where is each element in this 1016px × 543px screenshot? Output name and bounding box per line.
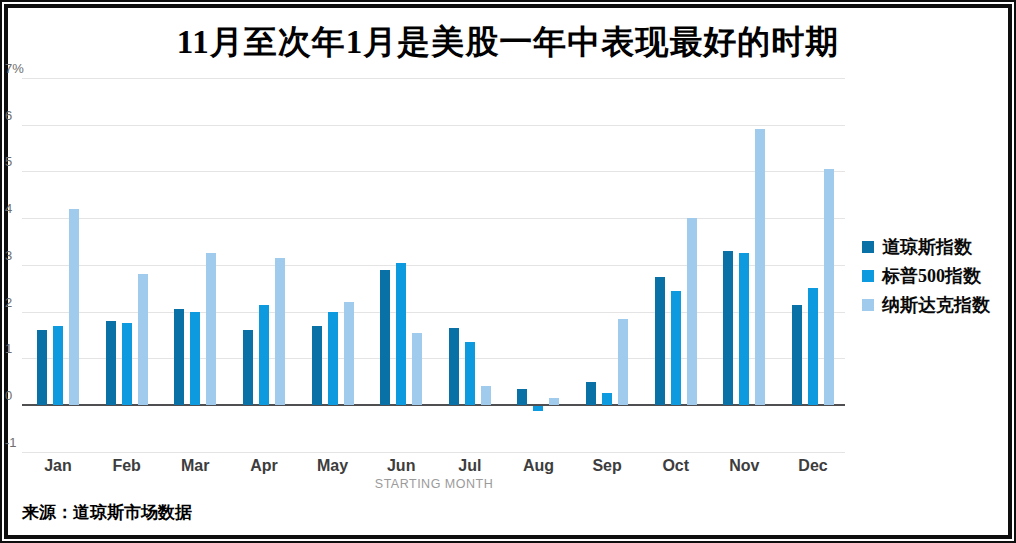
x-axis-tick-label-nov: Nov <box>712 457 776 475</box>
bar-nov-series3 <box>755 129 765 405</box>
bar-jul-series3 <box>481 386 491 405</box>
bar-may-series1 <box>312 326 322 405</box>
legend-item-3: 纳斯达克指数 <box>862 295 990 315</box>
bar-nov-series1 <box>723 251 733 405</box>
bar-apr-series3 <box>275 258 285 405</box>
legend-label: 道琼斯指数 <box>882 237 972 257</box>
bar-aug-series1 <box>517 389 527 405</box>
bar-aug-series2 <box>533 406 543 411</box>
legend-item-2: 标普500指数 <box>862 266 990 286</box>
gridline <box>22 125 845 126</box>
legend-item-1: 道琼斯指数 <box>862 237 990 257</box>
x-axis-tick-label-feb: Feb <box>95 457 159 475</box>
y-axis-tick-label: 0 <box>5 389 12 403</box>
x-axis-tick-label-dec: Dec <box>781 457 845 475</box>
bar-jun-series2 <box>396 263 406 406</box>
y-axis-tick-label: 5 <box>5 155 12 169</box>
bar-feb-series2 <box>122 323 132 405</box>
bar-dec-series3 <box>824 169 834 405</box>
legend-label: 标普500指数 <box>882 266 981 286</box>
gridline <box>22 218 845 219</box>
y-axis-tick-label: -1 <box>5 436 17 450</box>
bar-sep-series2 <box>602 393 612 405</box>
bar-may-series3 <box>344 302 354 405</box>
bar-jul-series1 <box>449 328 459 405</box>
y-axis-tick-label: 1 <box>5 342 12 356</box>
x-axis-tick-label-aug: Aug <box>506 457 570 475</box>
legend: 道琼斯指数标普500指数纳斯达克指数 <box>862 237 990 324</box>
x-axis-label: STARTING MONTH <box>334 477 534 491</box>
bar-oct-series2 <box>671 291 681 405</box>
bar-oct-series3 <box>687 218 697 405</box>
bar-nov-series2 <box>739 253 749 405</box>
bar-jun-series1 <box>380 270 390 406</box>
legend-swatch-icon <box>862 270 874 282</box>
gridline <box>22 265 845 266</box>
x-axis-tick-label-mar: Mar <box>163 457 227 475</box>
bar-may-series2 <box>328 312 338 405</box>
bar-jan-series3 <box>69 209 79 405</box>
y-axis-tick-label: 3 <box>5 249 12 263</box>
bar-apr-series2 <box>259 305 269 405</box>
y-axis-tick-label: 6 <box>5 109 12 123</box>
gridline <box>22 78 845 79</box>
bar-jan-series1 <box>37 330 47 405</box>
bar-mar-series1 <box>174 309 184 405</box>
bar-jun-series3 <box>412 333 422 405</box>
gridline <box>22 171 845 172</box>
legend-swatch-icon <box>862 299 874 311</box>
source-note: 来源：道琼斯市场数据 <box>22 501 192 524</box>
bar-jul-series2 <box>465 342 475 405</box>
bar-sep-series3 <box>618 319 628 405</box>
x-axis-tick-label-jan: Jan <box>26 457 90 475</box>
x-axis-tick-label-jun: Jun <box>369 457 433 475</box>
y-axis-tick-label: 7% <box>5 62 24 76</box>
bar-oct-series1 <box>655 277 665 406</box>
bar-feb-series3 <box>138 274 148 405</box>
chart-window: 11月至次年1月是美股一年中表现最好的时期 7%6543210-1JanFebM… <box>0 0 1016 543</box>
bar-mar-series3 <box>206 253 216 405</box>
gridline <box>22 452 845 453</box>
legend-label: 纳斯达克指数 <box>882 295 990 315</box>
bar-dec-series1 <box>792 305 802 405</box>
bar-mar-series2 <box>190 312 200 405</box>
bar-apr-series1 <box>243 330 253 405</box>
y-axis-tick-label: 2 <box>5 296 12 310</box>
bar-aug-series3 <box>549 398 559 405</box>
x-axis-tick-label-oct: Oct <box>644 457 708 475</box>
bar-dec-series2 <box>808 288 818 405</box>
y-axis-tick-label: 4 <box>5 202 12 216</box>
chart-title: 11月至次年1月是美股一年中表现最好的时期 <box>0 20 1016 65</box>
bar-feb-series1 <box>106 321 116 405</box>
bar-sep-series1 <box>586 382 596 405</box>
bar-jan-series2 <box>53 326 63 405</box>
x-axis-tick-label-sep: Sep <box>575 457 639 475</box>
x-axis-tick-label-may: May <box>301 457 365 475</box>
legend-swatch-icon <box>862 241 874 253</box>
x-axis-tick-label-jul: Jul <box>438 457 502 475</box>
x-axis-tick-label-apr: Apr <box>232 457 296 475</box>
